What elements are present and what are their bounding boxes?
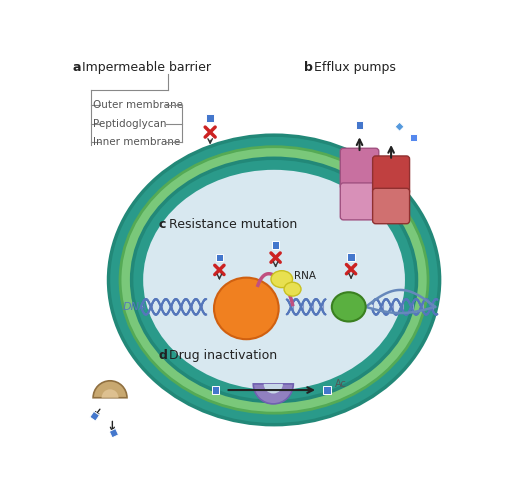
Text: b: b <box>304 61 313 74</box>
Text: RNA: RNA <box>294 271 316 281</box>
Bar <box>216 254 223 262</box>
FancyBboxPatch shape <box>340 183 379 220</box>
Ellipse shape <box>132 158 416 402</box>
Text: Efflux pumps: Efflux pumps <box>310 61 396 74</box>
Bar <box>410 134 417 141</box>
Bar <box>90 411 99 421</box>
Text: Impermeable barrier: Impermeable barrier <box>79 61 211 74</box>
Wedge shape <box>93 381 127 398</box>
Wedge shape <box>101 389 118 398</box>
Bar <box>212 386 219 394</box>
Ellipse shape <box>214 278 279 339</box>
Text: Ac: Ac <box>335 379 347 389</box>
Ellipse shape <box>332 292 366 322</box>
Ellipse shape <box>284 282 301 296</box>
Bar <box>323 386 331 394</box>
Ellipse shape <box>271 271 293 288</box>
FancyBboxPatch shape <box>340 148 379 189</box>
Bar <box>272 241 279 249</box>
Wedge shape <box>264 384 283 394</box>
Polygon shape <box>395 122 404 131</box>
FancyBboxPatch shape <box>373 156 409 195</box>
Bar <box>356 121 363 129</box>
Text: d: d <box>159 349 167 362</box>
Bar <box>347 253 355 261</box>
Bar <box>109 428 118 438</box>
Ellipse shape <box>120 147 428 413</box>
FancyBboxPatch shape <box>373 188 409 224</box>
Text: Drug inactivation: Drug inactivation <box>165 349 277 362</box>
Text: Outer membrane: Outer membrane <box>93 100 183 110</box>
Text: Resistance mutation: Resistance mutation <box>165 218 297 231</box>
Wedge shape <box>253 384 293 404</box>
Ellipse shape <box>108 135 440 425</box>
Ellipse shape <box>143 170 405 390</box>
Text: c: c <box>159 218 166 231</box>
Text: Peptidoglycan: Peptidoglycan <box>93 119 167 129</box>
Bar <box>207 114 214 122</box>
Text: a: a <box>72 61 81 74</box>
Text: Inner membrane: Inner membrane <box>93 137 181 147</box>
Text: DNA: DNA <box>123 302 148 312</box>
